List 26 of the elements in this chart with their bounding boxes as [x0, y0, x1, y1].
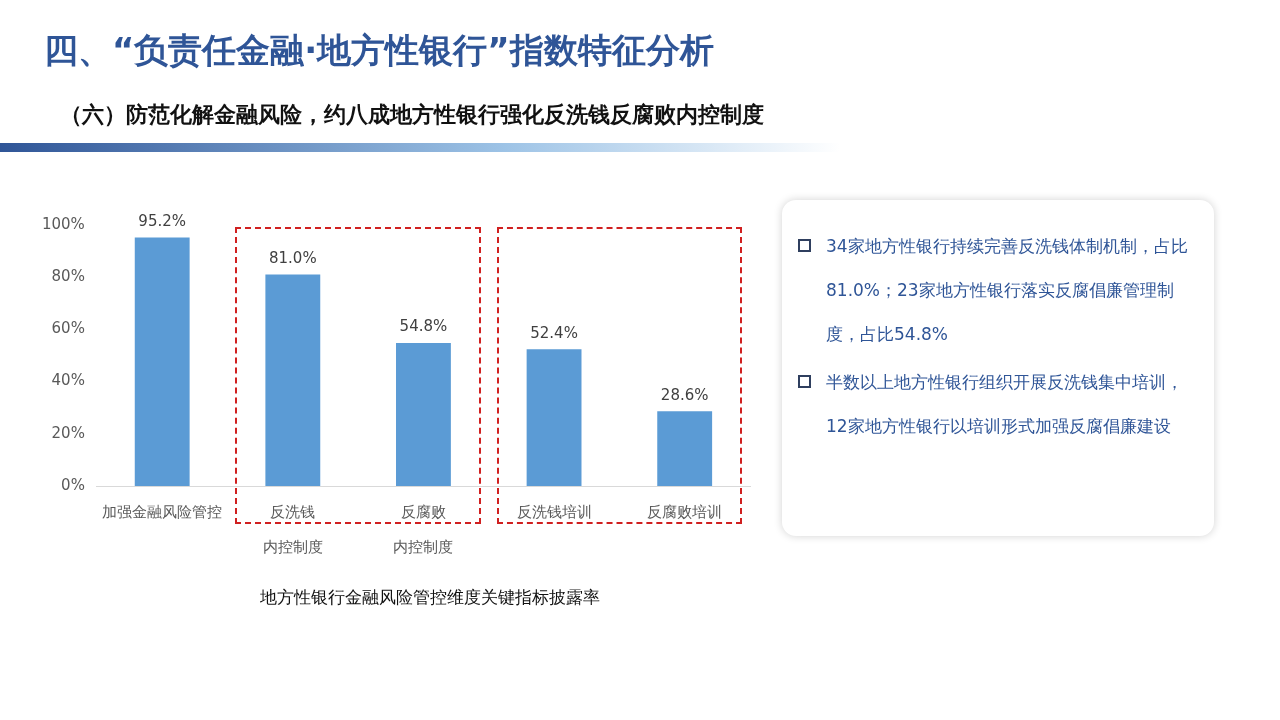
data-label: 52.4%	[530, 323, 578, 342]
y-tick-label: 0%	[61, 475, 85, 494]
x-tick-label: 反腐败内控制度	[393, 503, 454, 556]
data-label: 95.2%	[138, 211, 187, 230]
y-tick-label: 80%	[51, 267, 85, 286]
text: 34家地方性银行持续完善反洗钱体制机制，占比81.0%；23家地方性银行落实反腐倡廉管理制度，占比54.8%	[826, 236, 1188, 344]
bar	[526, 349, 582, 486]
bar	[265, 274, 321, 486]
x-tick-label: 反洗钱培训	[516, 503, 592, 522]
bar	[657, 411, 713, 486]
y-tick-label: 100%	[41, 214, 85, 233]
y-tick-label: 20%	[51, 423, 85, 442]
x-tick-label: 反洗钱内控制度	[262, 503, 323, 556]
text: 半数以上地方性银行组织开展反洗钱集中培训，12家地方性银行以培训形式加强反腐倡廉建设	[826, 372, 1183, 436]
x-tick-label: 反腐败培训	[647, 503, 723, 522]
y-tick-label: 60%	[51, 319, 85, 338]
x-axis-title: 地方性银行金融风险管控维度关键指标披露率	[259, 586, 601, 609]
bar	[134, 237, 190, 486]
chart-subtitle: （六）防范化解金融风险，约八成地方性银行强化反洗钱反腐败内控制度	[60, 101, 764, 129]
y-tick-label: 40%	[51, 371, 85, 390]
chart-title: 四、“负责任金融·地方性银行”指数特征分析	[44, 29, 714, 72]
data-label: 28.6%	[660, 385, 709, 404]
data-label: 54.8%	[399, 317, 448, 336]
data-label: 81.0%	[268, 248, 317, 267]
x-tick-label: 加强金融风险管控	[102, 503, 223, 522]
bar	[396, 342, 451, 486]
